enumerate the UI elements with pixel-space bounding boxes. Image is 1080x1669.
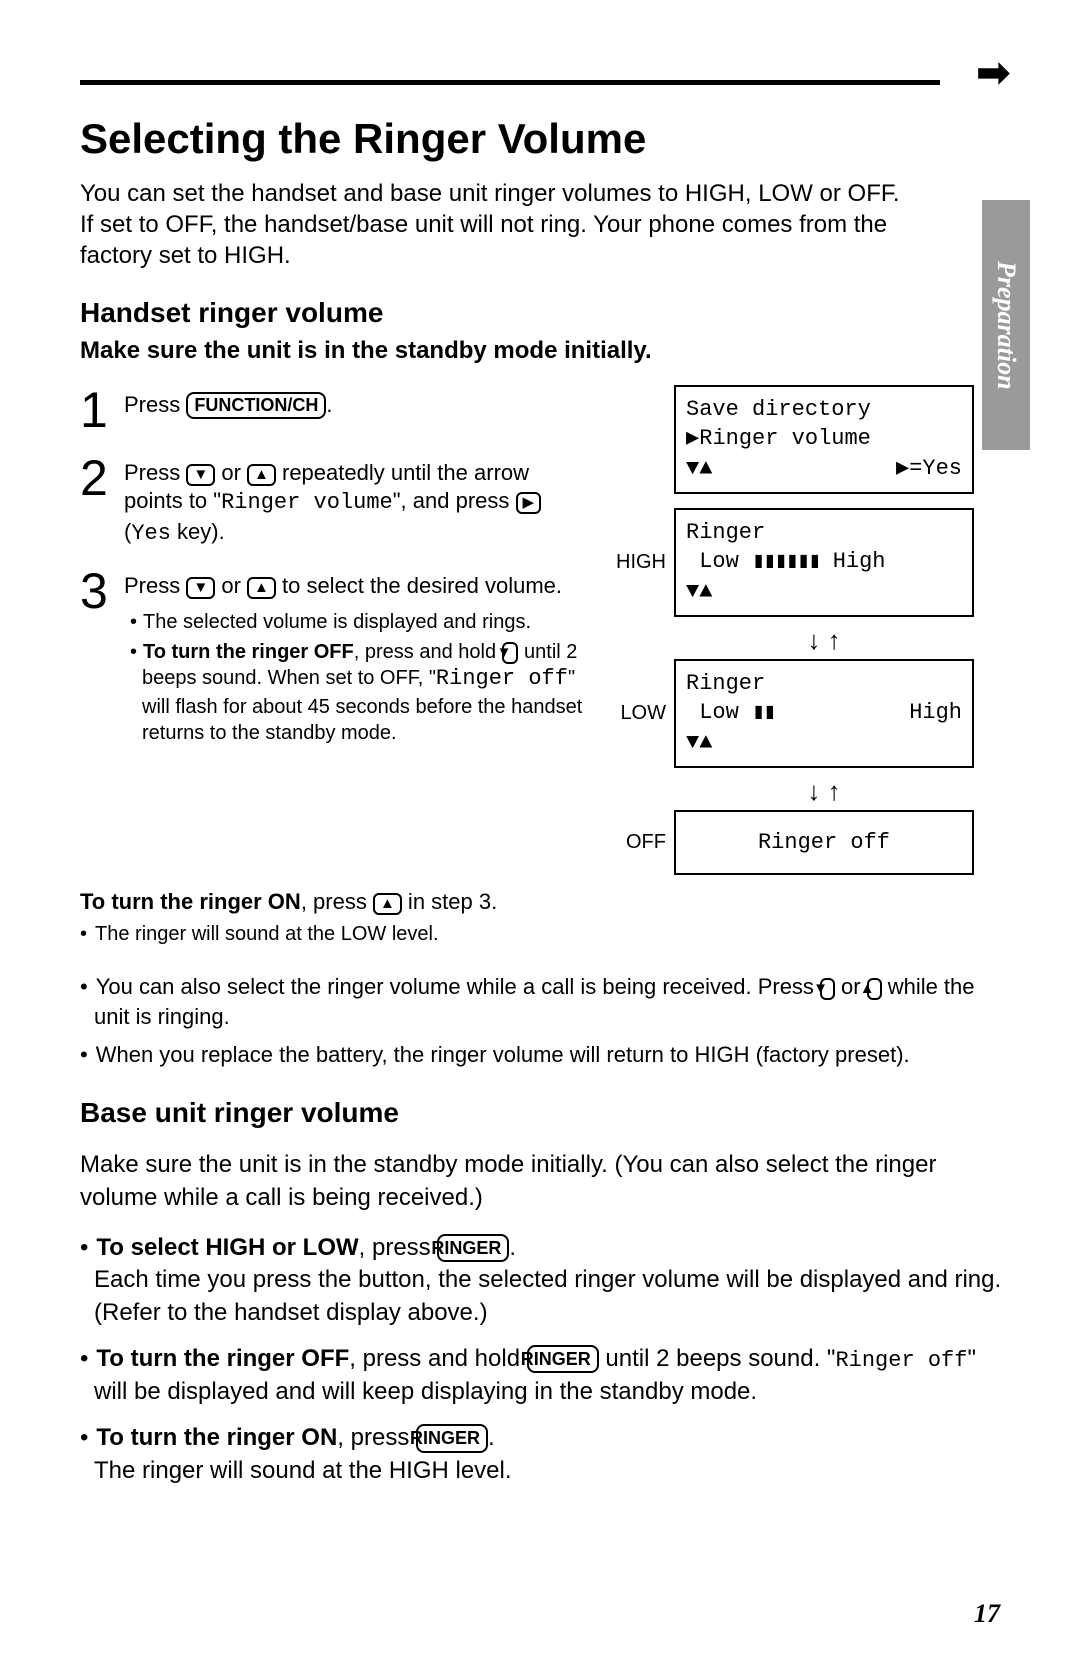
base-heading: Base unit ringer volume — [80, 1097, 1010, 1129]
lcd-column: Save directory ▶Ringer volume ▼▲ ▶=Yes H… — [610, 385, 974, 884]
text: Each time you press the button, the sele… — [94, 1266, 1001, 1325]
lcd-state-label: HIGH — [610, 551, 674, 574]
ringer-key: RINGER — [416, 1424, 488, 1452]
transition-arrows-icon: ↓ ↑ — [674, 776, 974, 810]
down-key-icon: ▼ — [820, 978, 835, 1000]
yes-label: Yes — [131, 521, 171, 546]
text: key). — [171, 519, 225, 544]
text: ", and press — [393, 488, 516, 513]
transition-arrows-icon: ↓ ↑ — [674, 625, 974, 659]
lcd-line: Ringer off — [758, 830, 890, 855]
steps-column: 1 Press FUNCTION/CH. 2 Press ▼ or ▲ repe… — [80, 385, 590, 884]
handset-heading: Handset ringer volume — [80, 297, 1010, 329]
lcd-state-label: LOW — [610, 702, 674, 725]
lcd-nav: ▼▲ — [686, 728, 962, 758]
base-item: To select HIGH or LOW, press RINGER.Each… — [80, 1232, 1010, 1329]
text: Press — [124, 573, 186, 598]
section-tab-label: Preparation — [991, 261, 1021, 390]
ringer-off-label: Ringer off — [835, 1348, 967, 1373]
text: to select the desired volume. — [276, 573, 562, 598]
text: Press — [124, 460, 186, 485]
volume-bars-icon: ▮▮ — [752, 700, 775, 725]
text: or — [215, 460, 247, 485]
standby-note: Make sure the unit is in the standby mod… — [80, 337, 1010, 365]
lcd-high: Ringer Low ▮▮▮▮▮▮ High ▼▲ — [674, 508, 974, 617]
right-key-icon: ▶ — [516, 492, 542, 514]
base-intro: Make sure the unit is in the standby mod… — [80, 1149, 1010, 1214]
intro-text: You can set the handset and base unit ri… — [80, 178, 910, 272]
step-body: Press ▼ or ▲ repeatedly until the arrow … — [124, 453, 590, 549]
lcd-line: Save directory — [686, 395, 962, 425]
lcd-line: Ringer — [686, 669, 962, 699]
text: To turn the ringer OFF — [143, 641, 354, 663]
step-number: 2 — [80, 453, 112, 549]
extra-notes: You can also select the ringer volume wh… — [80, 972, 1010, 1069]
step-note: To turn the ringer OFF, press and hold ▼… — [142, 639, 590, 746]
page-number: 17 — [974, 1599, 1000, 1629]
lcd-low: Ringer Low ▮▮High ▼▲ — [674, 659, 974, 768]
lcd-state-label: OFF — [610, 831, 674, 854]
step-3: 3 Press ▼ or ▲ to select the desired vol… — [80, 566, 590, 749]
down-key-icon: ▼ — [186, 577, 215, 599]
ringer-on-note: To turn the ringer ON, press ▲ in step 3… — [80, 887, 1010, 948]
lcd-line: Low ▮▮▮▮▮▮ High — [686, 547, 962, 577]
text: , press and hold — [354, 641, 502, 663]
text: or — [215, 573, 247, 598]
lcd-nav: ▼▲ — [686, 454, 712, 484]
ringer-key: RINGER — [437, 1234, 509, 1262]
menu-label: Ringer volume — [221, 490, 393, 515]
lcd-off: Ringer off — [674, 810, 974, 876]
continue-arrow-icon: ➡ — [976, 50, 1010, 96]
base-item: To turn the ringer OFF, press and hold R… — [80, 1343, 1010, 1408]
step-1: 1 Press FUNCTION/CH. — [80, 385, 590, 435]
text: in step 3. — [402, 889, 497, 914]
step-body: Press ▼ or ▲ to select the desired volum… — [124, 566, 590, 749]
up-key-icon: ▲ — [247, 464, 276, 486]
text: Press — [124, 392, 186, 417]
top-rule — [80, 80, 940, 85]
text: The ringer will sound at the HIGH level. — [94, 1457, 512, 1484]
step-number: 1 — [80, 385, 112, 435]
lcd-line: Low ▮▮High — [686, 698, 962, 728]
lcd-menu: Save directory ▶Ringer volume ▼▲ ▶=Yes — [674, 385, 974, 494]
manual-page: ➡ Preparation Selecting the Ringer Volum… — [0, 0, 1080, 1669]
volume-bars-icon: ▮▮▮▮▮▮ — [752, 549, 819, 574]
down-key-icon: ▼ — [186, 464, 215, 486]
ringer-off-label: Ringer off — [436, 666, 568, 691]
text: . — [326, 392, 332, 417]
note: The ringer will sound at the LOW level. — [80, 921, 1010, 948]
step-note: The selected volume is displayed and rin… — [142, 609, 590, 635]
note: When you replace the battery, the ringer… — [80, 1040, 1010, 1070]
up-key-icon: ▲ — [867, 978, 882, 1000]
lcd-nav: ▼▲ — [686, 577, 962, 607]
function-ch-key: FUNCTION/CH — [186, 392, 326, 419]
base-list: To select HIGH or LOW, press RINGER.Each… — [80, 1232, 1010, 1487]
note: You can also select the ringer volume wh… — [80, 972, 1010, 1031]
step-2: 2 Press ▼ or ▲ repeatedly until the arro… — [80, 453, 590, 549]
down-key-icon: ▼ — [502, 642, 519, 664]
lcd-line: Ringer — [686, 518, 962, 548]
up-key-icon: ▲ — [247, 577, 276, 599]
text: , press — [301, 889, 373, 914]
page-title: Selecting the Ringer Volume — [80, 115, 1010, 163]
base-item: To turn the ringer ON, press RINGER.The … — [80, 1422, 1010, 1487]
lcd-line: ▶Ringer volume — [686, 424, 962, 454]
step-body: Press FUNCTION/CH. — [124, 385, 332, 435]
step-number: 3 — [80, 566, 112, 749]
text: To turn the ringer ON — [80, 889, 301, 914]
lcd-yes: ▶=Yes — [896, 454, 962, 484]
section-tab: Preparation — [982, 200, 1030, 450]
ringer-key: RINGER — [527, 1345, 599, 1373]
up-key-icon: ▲ — [373, 893, 402, 915]
